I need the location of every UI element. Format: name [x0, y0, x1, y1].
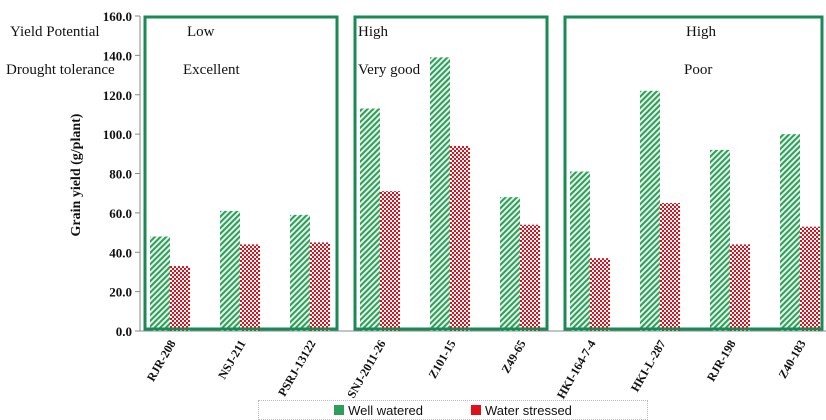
group-3-yield-potential: High: [686, 24, 716, 40]
x-tick-label: HKI-L-287: [628, 338, 669, 395]
bar-well-watered: [360, 108, 380, 331]
legend-label-water-stressed: Water stressed: [484, 402, 572, 418]
y-tick-label: 60.0: [109, 206, 132, 221]
y-tick-label: 140.0: [103, 48, 132, 63]
bar-water-stressed: [590, 258, 610, 331]
group-box-1: [143, 15, 339, 331]
y-tick-label: 120.0: [103, 88, 132, 103]
x-tick-label: Z49-65: [498, 338, 528, 376]
bar-well-watered: [780, 134, 800, 331]
bar-well-watered: [220, 210, 240, 331]
group-box-2: [353, 15, 549, 331]
group-box-3: [563, 15, 824, 331]
x-tick-label: SNJ-2011-26: [344, 338, 388, 401]
bar-well-watered: [500, 197, 520, 331]
bar-water-stressed: [240, 244, 260, 331]
y-tick-label: 100.0: [103, 127, 132, 142]
x-tick-label: RJR-198: [704, 338, 739, 384]
yield-potential-row-label: Yield Potential: [10, 24, 100, 40]
axes-layer: 0.0 20.0 40.0 60.0 80.0 100.0 120.0 140.0 160.0 G…: [69, 9, 826, 339]
y-tick-label: 20.0: [109, 285, 132, 300]
bar-water-stressed: [520, 224, 540, 331]
legend-item-well-watered: Well watered: [334, 403, 423, 418]
x-tick-label: HKI-164-7-4: [554, 338, 599, 402]
group-2-yield-potential: High: [358, 24, 388, 40]
drought-tolerance-row-label: Drought tolerance: [6, 62, 115, 78]
bar-water-stressed: [800, 226, 820, 331]
labels-layer: RJR-208 NSJ-211 PSRJ-13122 SNJ-2011-26 Z101-…: [144, 338, 809, 402]
y-tick-label: 80.0: [109, 167, 132, 182]
bar-well-watered: [290, 214, 310, 331]
legend-label-well-watered: Well watered: [348, 402, 423, 418]
bar-water-stressed: [310, 242, 330, 331]
x-tick-label: NSJ-211: [215, 338, 248, 382]
legend-item-water-stressed: Water stressed: [470, 402, 572, 418]
bar-well-watered: [430, 57, 450, 331]
y-tick-label: 40.0: [109, 245, 132, 260]
x-tick-label: RJR-208: [144, 338, 179, 384]
group-3-drought-tolerance: Poor: [684, 62, 713, 78]
legend-swatch-well-watered: [334, 405, 345, 415]
bar-water-stressed: [450, 145, 470, 331]
bar-water-stressed: [380, 191, 400, 331]
bar-water-stressed: [170, 266, 190, 331]
bars-layer: [150, 57, 820, 331]
x-tick-label: Z101-15: [425, 338, 458, 381]
group-boxes-layer: [143, 15, 824, 331]
bar-well-watered: [570, 171, 590, 331]
x-tick-label: Z40-183: [775, 338, 808, 381]
y-axis-title: Grain yield (g/plant): [69, 113, 84, 236]
bar-water-stressed: [660, 203, 680, 331]
y-tick-label: 160.0: [103, 9, 132, 24]
x-tick-label: PSRJ-13122: [275, 338, 318, 399]
bar-water-stressed: [730, 244, 750, 331]
chart-legend: Well watered Water stressed: [258, 400, 648, 420]
group-1-drought-tolerance: Excellent: [183, 62, 240, 78]
bar-well-watered: [640, 90, 660, 331]
legend-swatch-water-stressed: [470, 405, 481, 415]
bar-well-watered: [150, 236, 170, 331]
group-1-yield-potential: Low: [187, 24, 215, 40]
group-2-drought-tolerance: Very good: [358, 62, 421, 78]
y-tick-label: 0.0: [116, 324, 132, 339]
bar-well-watered: [710, 149, 730, 331]
